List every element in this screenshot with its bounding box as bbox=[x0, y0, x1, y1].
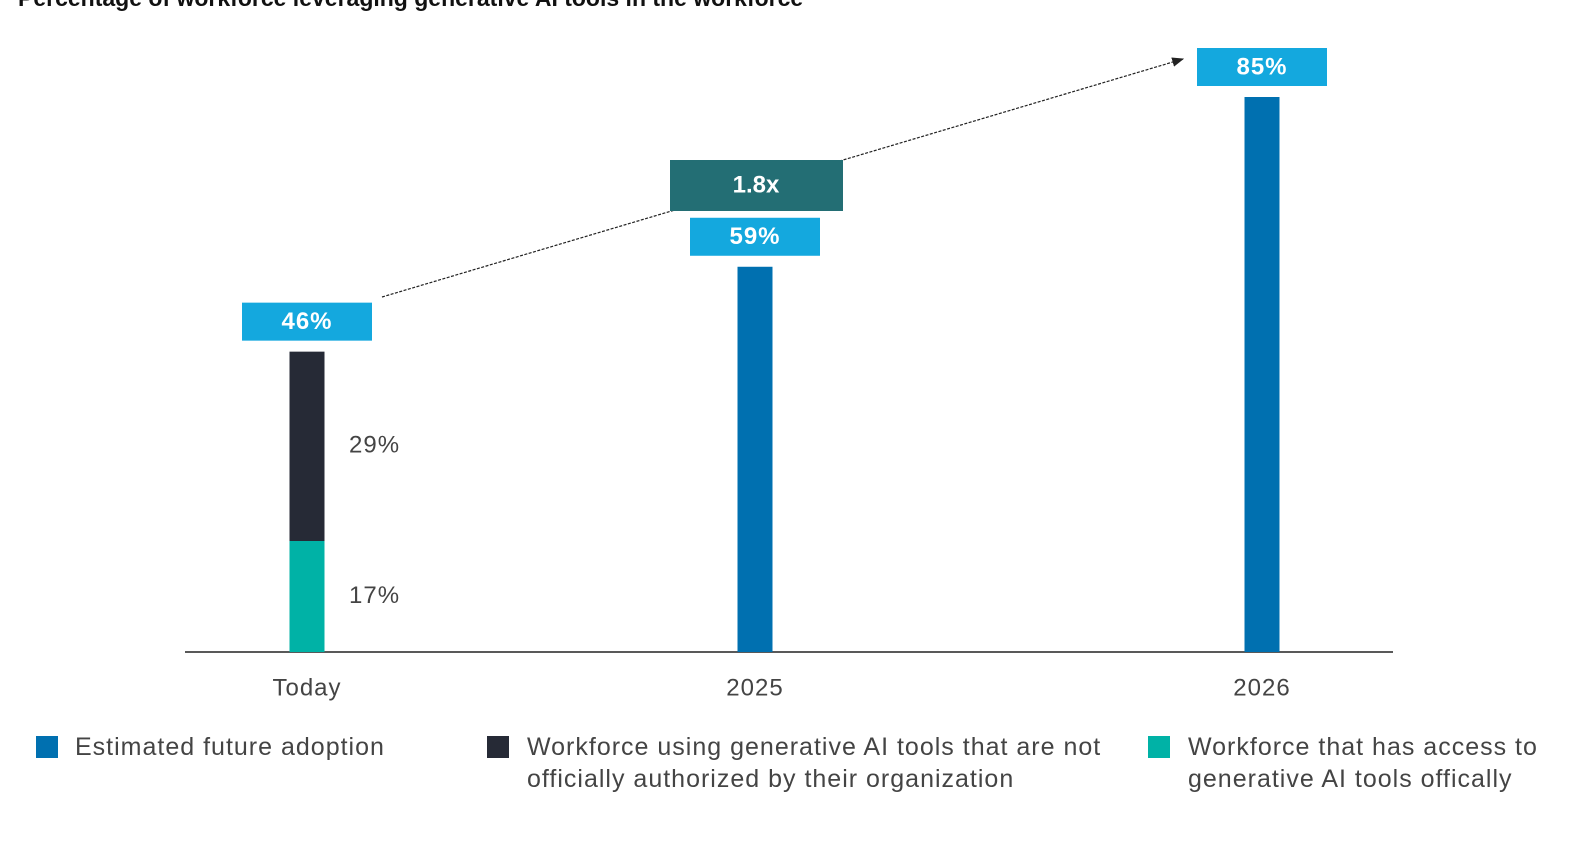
total-label: 85% bbox=[1236, 53, 1287, 80]
x-tick-label: 2026 bbox=[1233, 674, 1290, 701]
bar-segment bbox=[737, 266, 773, 652]
legend-swatch bbox=[36, 736, 58, 758]
bar-segment bbox=[1244, 97, 1280, 652]
total-box bbox=[690, 217, 820, 256]
bar-segment bbox=[289, 541, 325, 652]
chart-title: Percentage of workforce leveraging gener… bbox=[18, 0, 803, 11]
segment-label: 29% bbox=[349, 432, 400, 459]
annotation-box bbox=[670, 160, 843, 211]
annotation: 1.8x bbox=[733, 171, 780, 198]
legend-label: Workforce that has access to generative … bbox=[1188, 733, 1538, 793]
legend-swatch bbox=[1148, 736, 1170, 758]
total-box bbox=[1197, 48, 1327, 86]
x-tick-label: Today bbox=[272, 674, 341, 701]
legend-swatch bbox=[487, 736, 509, 758]
legend-label: Estimated future adoption bbox=[75, 733, 385, 761]
x-tick-label: 2025 bbox=[726, 674, 783, 701]
segment-label: 17% bbox=[349, 582, 400, 609]
total-label: 59% bbox=[729, 223, 780, 250]
bar-segment bbox=[289, 351, 325, 541]
total-box bbox=[242, 302, 372, 341]
total-label: 46% bbox=[281, 308, 332, 335]
legend-label: Workforce using generative AI tools that… bbox=[527, 733, 1102, 793]
